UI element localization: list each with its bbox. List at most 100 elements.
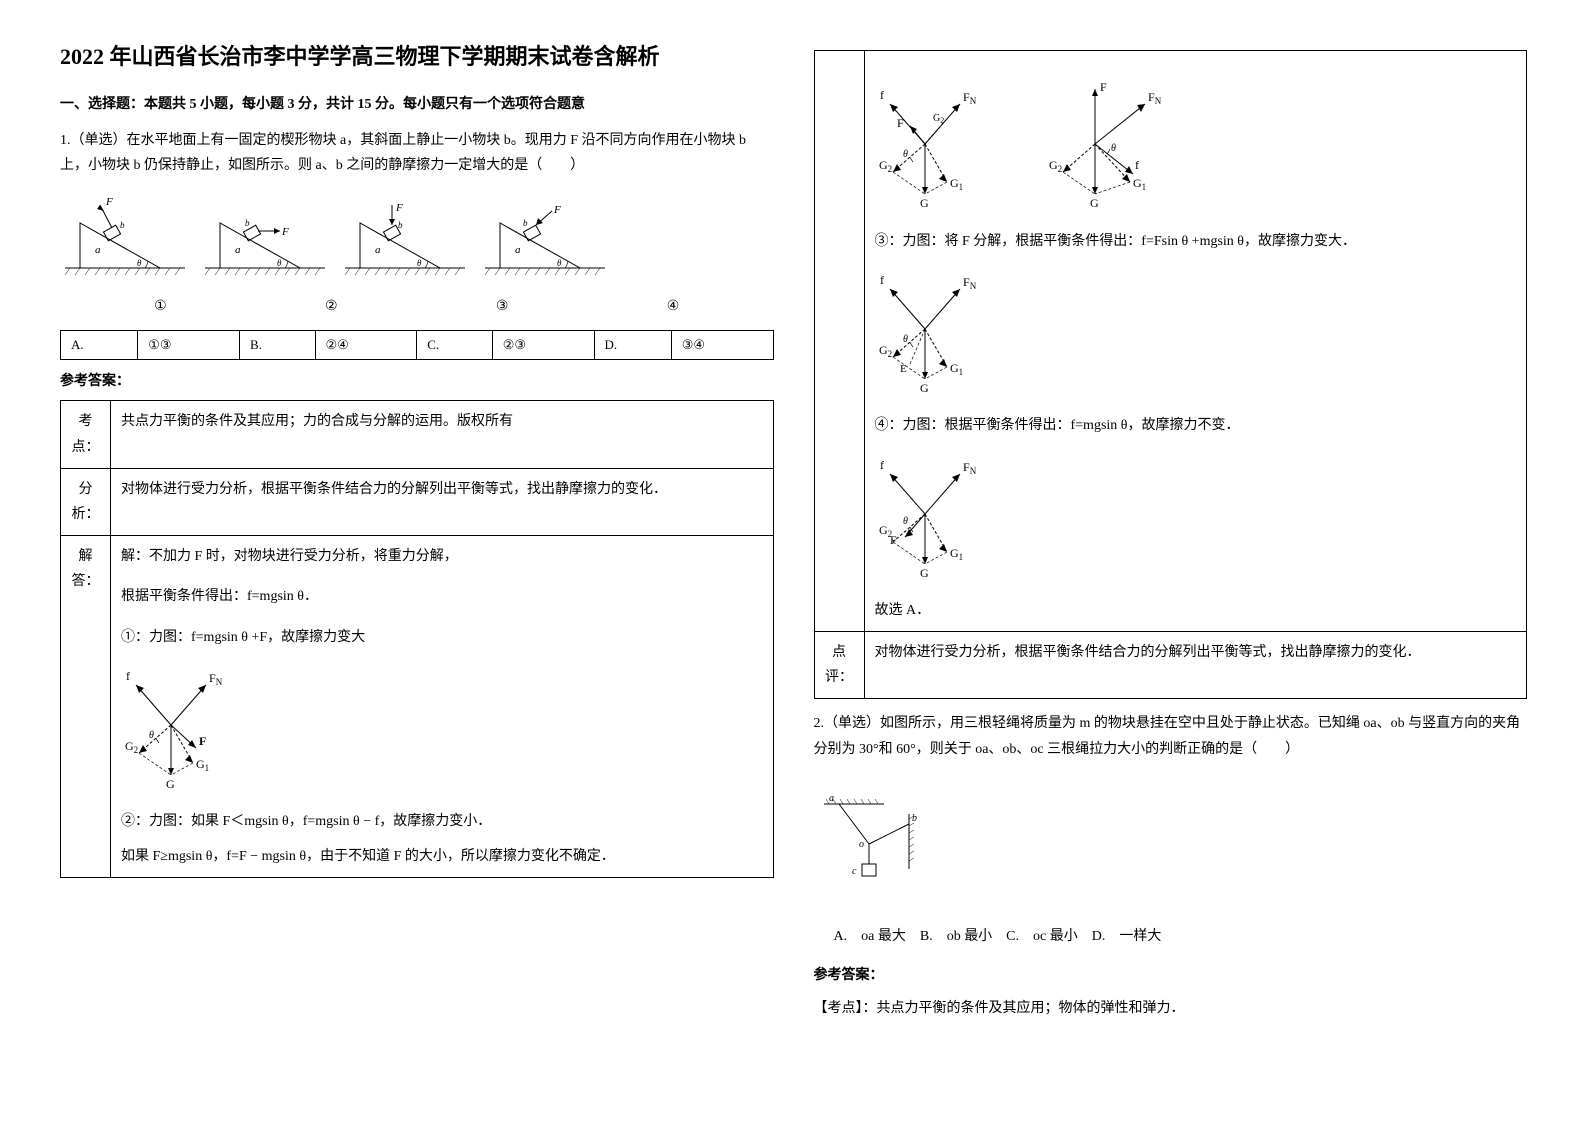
choice-a: ①③ <box>138 331 240 360</box>
jieda-conclusion: 故选 A． <box>875 598 1517 623</box>
svg-text:G2: G2 <box>879 343 892 359</box>
svg-text:G1: G1 <box>950 361 963 377</box>
table-row: 点评： 对物体进行受力分析，根据平衡条件结合力的分解列出平衡等式，找出静摩擦力的… <box>814 631 1527 698</box>
svg-text:a: a <box>829 793 834 804</box>
table-row: 解答： 解：不加力 F 时，对物块进行受力分析，将重力分解， 根据平衡条件得出：… <box>61 536 774 878</box>
svg-text:G1: G1 <box>950 176 963 192</box>
svg-text:G: G <box>920 566 929 579</box>
force-diagram-pair-2: f F FN G2 G <box>875 69 1517 219</box>
svg-text:FN: FN <box>963 460 977 476</box>
choice-c-label: C. <box>417 331 493 360</box>
svg-text:F: F <box>395 202 403 214</box>
circled-3: ③ <box>496 298 509 315</box>
svg-text:θ: θ <box>277 258 282 268</box>
choice-c: ②③ <box>492 331 594 360</box>
svg-text:G: G <box>920 196 929 209</box>
svg-text:a: a <box>515 244 521 256</box>
svg-text:G2: G2 <box>879 158 892 174</box>
svg-text:b: b <box>398 220 403 230</box>
svg-text:f: f <box>880 458 884 472</box>
svg-text:G1: G1 <box>196 757 209 773</box>
wedge-diagram-2: F a b θ <box>200 193 330 283</box>
svg-text:θ: θ <box>1111 143 1116 154</box>
q2-choice-d: 一样大 <box>1119 929 1161 944</box>
svg-text:θ: θ <box>149 730 154 741</box>
circled-2: ② <box>325 298 338 315</box>
svg-text:FN: FN <box>1148 90 1162 106</box>
svg-text:F: F <box>199 734 206 748</box>
svg-text:FN: FN <box>209 671 223 687</box>
svg-text:G2: G2 <box>933 113 944 125</box>
force-diagram-case4: f FN F G G2 G1 <box>875 449 1015 579</box>
circled-4: ④ <box>667 298 680 315</box>
svg-text:b: b <box>523 218 528 228</box>
rope-diagram: a b o c <box>814 789 934 889</box>
jieda-intro: 解：不加力 F 时，对物块进行受力分析，将重力分解， <box>121 544 763 569</box>
jieda-line1: 根据平衡条件得出：f=mgsin θ． <box>121 584 763 609</box>
circled-numbers-row: ① ② ③ ④ <box>60 298 774 315</box>
force-diagram-case2-right: F FN f G G2 <box>1045 79 1185 209</box>
svg-text:F: F <box>553 204 561 216</box>
left-column: 2022 年山西省长治市李中学学高三物理下学期期末试卷含解析 一、选择题：本题共… <box>60 40 774 1033</box>
svg-text:f: f <box>1135 158 1139 172</box>
choice-b: ②④ <box>315 331 417 360</box>
q2-kaodian: 【考点】：共点力平衡的条件及其应用；物体的弹性和弹力． <box>814 996 1528 1021</box>
svg-text:a: a <box>95 244 101 256</box>
svg-text:o: o <box>859 839 864 850</box>
svg-text:G2: G2 <box>1049 158 1062 174</box>
svg-text:θ: θ <box>137 258 142 268</box>
dianping-text: 对物体进行受力分析，根据平衡条件结合力的分解列出平衡等式，找出静摩擦力的变化． <box>864 631 1527 698</box>
jieda-case4: ④：力图：根据平衡条件得出：f=mgsin θ，故摩擦力不变． <box>875 413 1517 438</box>
dianping-label: 点评： <box>814 631 864 698</box>
right-column: f F FN G2 G <box>814 40 1528 1033</box>
svg-text:f: f <box>880 273 884 287</box>
choice-a-label: A. <box>61 331 138 360</box>
kaodian-label: 考点： <box>61 401 111 468</box>
wedge-diagram-1: F a b θ <box>60 193 190 283</box>
svg-text:G2: G2 <box>125 739 138 755</box>
svg-text:G: G <box>920 381 929 394</box>
svg-text:b: b <box>120 220 125 230</box>
jieda-continued-label <box>814 51 864 632</box>
svg-text:F: F <box>897 116 904 130</box>
q1-analysis-table-continued: f F FN G2 G <box>814 50 1528 699</box>
q1-answer-label: 参考答案： <box>60 370 774 390</box>
svg-text:θ: θ <box>557 258 562 268</box>
table-row: 考点： 共点力平衡的条件及其应用；力的合成与分解的运用。版权所有 <box>61 401 774 468</box>
wedge-diagram-row: F a b θ F a b θ <box>60 193 774 283</box>
wedge-diagram-3: F a b θ <box>340 193 470 283</box>
jieda-label: 解答： <box>61 536 111 878</box>
wedge-diagram-4: F a b θ <box>480 193 610 283</box>
svg-text:G: G <box>166 777 175 790</box>
force-diagram-case2-left: f F FN G2 G <box>875 79 1015 209</box>
q1-analysis-table: 考点： 共点力平衡的条件及其应用；力的合成与分解的运用。版权所有 分析： 对物体… <box>60 400 774 878</box>
circled-1: ① <box>154 298 167 315</box>
choice-b-label: B. <box>239 331 315 360</box>
svg-text:G1: G1 <box>1133 176 1146 192</box>
question-2-text: 2.（单选）如图所示，用三根轻绳将质量为 m 的物块悬挂在空中且处于静止状态。已… <box>814 711 1528 761</box>
force-diagram-case3: f FN G G2 G1 <box>875 264 1015 394</box>
jieda-case1: ①：力图：f=mgsin θ +F，故摩擦力变大 <box>121 625 763 650</box>
table-row: f F FN G2 G <box>814 51 1527 632</box>
svg-text:G1: G1 <box>950 546 963 562</box>
jieda-case2a: ②：力图：如果 F＜mgsin θ，f=mgsin θ − f，故摩擦力变小． <box>121 809 763 834</box>
q2-answer-label: 参考答案： <box>814 964 1528 984</box>
page-container: 2022 年山西省长治市李中学学高三物理下学期期末试卷含解析 一、选择题：本题共… <box>60 40 1527 1033</box>
q2-choices: A. oa 最大 B. ob 最小 C. oc 最小 D. 一样大 <box>834 924 1528 949</box>
svg-text:G2: G2 <box>879 523 892 539</box>
svg-text:FN: FN <box>963 90 977 106</box>
svg-text:a: a <box>235 244 241 256</box>
jieda-cell: 解：不加力 F 时，对物块进行受力分析，将重力分解， 根据平衡条件得出：f=mg… <box>111 536 774 878</box>
q2-choice-b: ob 最小 <box>947 929 993 944</box>
choice-d-label: D. <box>594 331 671 360</box>
fenxi-text: 对物体进行受力分析，根据平衡条件结合力的分解列出平衡等式，找出静摩擦力的变化． <box>111 468 774 535</box>
svg-text:G: G <box>1090 196 1099 209</box>
q2-choice-a: oa 最大 <box>861 929 906 944</box>
section-1-header: 一、选择题：本题共 5 小题，每小题 3 分，共计 15 分。每小题只有一个选项… <box>60 93 774 113</box>
question-1-text: 1.（单选）在水平地面上有一固定的楔形物块 a，其斜面上静止一小物块 b。现用力… <box>60 128 774 178</box>
force-diagram-case1: f FN F G G2 <box>121 660 261 790</box>
exam-title: 2022 年山西省长治市李中学学高三物理下学期期末试卷含解析 <box>60 40 774 73</box>
q1-choices-table: A. ①③ B. ②④ C. ②③ D. ③④ <box>60 330 774 360</box>
svg-text:E: E <box>900 363 907 375</box>
svg-text:F: F <box>281 226 289 238</box>
